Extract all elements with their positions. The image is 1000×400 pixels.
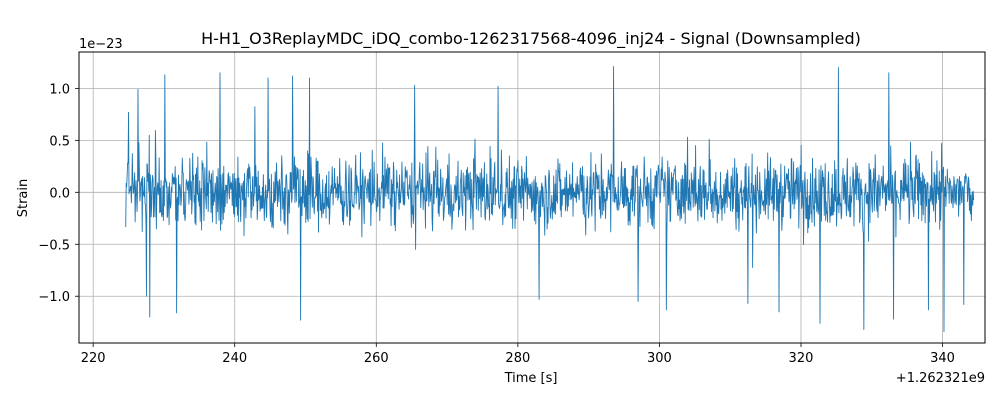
y-tick-label: 0.5: [49, 134, 70, 149]
x-tick-label: 320: [789, 351, 814, 366]
x-offset-label: +1.262321e9: [896, 371, 985, 386]
x-tick-label: 300: [647, 351, 672, 366]
series-line-strain: [125, 66, 975, 333]
x-tick-label: 220: [81, 351, 106, 366]
y-scale-label: 1e−23: [79, 37, 123, 52]
y-axis: −1.0 −0.5 0.0 0.5 1.0: [38, 82, 79, 305]
series-layer: [125, 66, 975, 333]
x-axis-label: Time [s]: [504, 371, 558, 386]
plot-frame: [78, 51, 986, 344]
x-axis: 220 240 260 280 300 320 340: [81, 343, 955, 366]
y-tick-label: 0.0: [49, 186, 70, 201]
x-tick-label: 340: [930, 351, 955, 366]
x-tick-label: 240: [222, 351, 247, 366]
grid: [79, 52, 985, 343]
y-axis-label: Strain: [16, 179, 31, 218]
y-tick-label: −1.0: [38, 290, 70, 305]
x-tick-label: 260: [364, 351, 389, 366]
x-tick-label: 280: [505, 351, 530, 366]
y-tick-label: −0.5: [38, 238, 70, 253]
chart-title: H-H1_O3ReplayMDC_iDQ_combo-1262317568-40…: [201, 29, 861, 49]
plot-area: [78, 51, 986, 344]
y-tick-label: 1.0: [49, 82, 70, 97]
